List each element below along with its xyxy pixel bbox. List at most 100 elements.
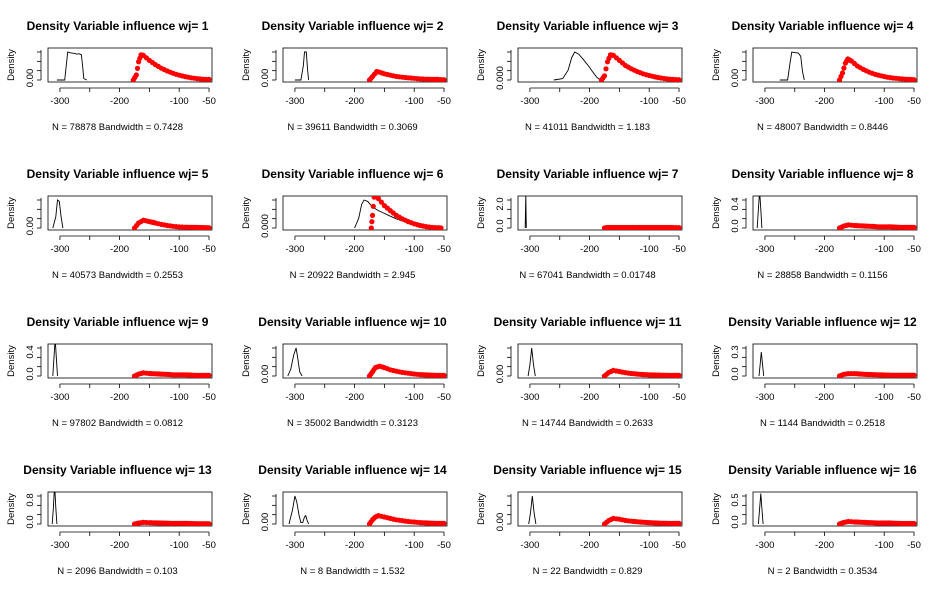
panel-title: Density Variable influence wj= 11: [494, 315, 682, 329]
plot-frame: [752, 343, 918, 379]
plot-frame: [752, 47, 918, 83]
y-axis-label: Density: [711, 493, 722, 525]
y-tick-label: 0.00: [495, 513, 506, 532]
panel-title: Density Variable influence wj= 15: [493, 463, 682, 477]
x-tick-label: -200: [580, 540, 599, 551]
x-tick-label: -300: [755, 392, 774, 403]
x-axis-label: N = 2096 Bandwidth = 0.103: [57, 566, 177, 577]
x-tick-label: -200: [110, 392, 129, 403]
y-tick-label: 0.000: [260, 214, 271, 238]
x-tick-label: -300: [520, 96, 539, 107]
x-tick-label: -200: [580, 96, 599, 107]
density-panel-5: Density Variable influence wj= 5 Density 0…: [0, 148, 235, 296]
x-axis-label: N = 48007 Bandwidth = 0.8446: [757, 122, 888, 133]
x-tick-label: -50: [202, 540, 216, 551]
red-density-point: [375, 196, 381, 202]
y-tick-label: 0.4: [730, 197, 741, 210]
density-panel-7: Density Variable influence wj= 7 Density 0…: [470, 148, 705, 296]
density-line-series: [779, 51, 805, 81]
y-tick-label: 0.3: [730, 345, 741, 358]
panel-title: Density Variable influence wj= 9: [27, 315, 209, 329]
density-line-series: [756, 196, 763, 229]
plot-frame: [47, 195, 213, 231]
red-density-point: [911, 520, 917, 526]
x-tick-label: -100: [875, 96, 894, 107]
x-axis-label: N = 22 Bandwidth = 0.829: [533, 566, 643, 577]
y-axis-label: Density: [241, 345, 252, 377]
panel-title: Density Variable influence wj= 5: [27, 167, 209, 181]
x-tick-label: -100: [640, 392, 659, 403]
panel-title: Density Variable influence wj= 2: [262, 19, 444, 33]
x-tick-label: -300: [755, 96, 774, 107]
density-panel-16: Density Variable influence wj= 16 Density…: [705, 444, 940, 592]
density-line-series: [757, 493, 764, 525]
y-axis-label: Density: [711, 49, 722, 81]
density-chart-svg: Density Variable influence wj= 14 Density…: [241, 463, 451, 577]
density-panel-8: Density Variable influence wj= 8 Density 0…: [705, 148, 940, 296]
x-tick-label: -200: [345, 96, 364, 107]
x-tick-label: -100: [875, 244, 894, 255]
y-tick-label: 0.0: [730, 367, 741, 380]
density-line-series: [527, 347, 536, 377]
density-panel-6: Density Variable influence wj= 6 Density 0…: [235, 148, 470, 296]
y-tick-label: 0.0: [730, 219, 741, 232]
red-density-point: [839, 70, 846, 76]
red-density-point: [676, 520, 682, 526]
plot-frame: [517, 343, 683, 379]
x-tick-label: -300: [50, 540, 69, 551]
x-tick-label: -50: [907, 540, 921, 551]
density-chart-svg: Density Variable influence wj= 15 Density…: [476, 463, 686, 577]
x-tick-label: -300: [50, 244, 69, 255]
y-axis-label: Density: [6, 493, 17, 525]
panel-title: Density Variable influence wj= 3: [497, 19, 679, 33]
panel-title: Density Variable influence wj= 1: [27, 19, 209, 33]
y-tick-label: 0.000: [495, 66, 506, 90]
x-tick-label: -50: [437, 96, 451, 107]
x-tick-label: -100: [875, 392, 894, 403]
density-chart-svg: Density Variable influence wj= 9 Density 0…: [6, 315, 216, 429]
x-tick-label: -100: [170, 392, 189, 403]
y-tick-label: 0.00: [25, 217, 36, 236]
plot-frame: [752, 491, 918, 527]
y-axis-label: Density: [241, 493, 252, 525]
y-axis-label: Density: [711, 197, 722, 229]
panel-title: Density Variable influence wj= 16: [728, 463, 917, 477]
density-chart-svg: Density Variable influence wj= 5 Density 0…: [6, 167, 216, 281]
x-tick-label: -50: [202, 392, 216, 403]
density-panel-12: Density Variable influence wj= 12 Density…: [705, 296, 940, 444]
density-panel-3: Density Variable influence wj= 3 Density 0…: [470, 0, 705, 148]
red-density-point: [206, 372, 212, 378]
x-tick-label: -100: [640, 540, 659, 551]
x-axis-label: N = 2 Bandwidth = 0.3534: [768, 566, 878, 577]
x-tick-label: -300: [285, 540, 304, 551]
x-tick-label: -200: [580, 244, 599, 255]
red-density-point: [676, 225, 682, 230]
red-density-point: [841, 65, 847, 71]
x-tick-label: -100: [405, 540, 424, 551]
density-panel-2: Density Variable influence wj= 2 Density 0…: [235, 0, 470, 148]
x-axis-label: N = 78878 Bandwidth = 0.7428: [52, 122, 183, 133]
density-chart-svg: Density Variable influence wj= 4 Density 0…: [711, 19, 921, 133]
y-axis-label: Density: [6, 345, 17, 377]
x-tick-label: -100: [640, 96, 659, 107]
plot-frame: [47, 47, 213, 83]
y-tick-label: 0.0: [730, 515, 741, 528]
x-tick-label: -50: [437, 540, 451, 551]
x-tick-label: -300: [755, 244, 774, 255]
x-tick-label: -50: [202, 96, 216, 107]
red-density-point: [134, 65, 141, 71]
x-tick-label: -100: [170, 96, 189, 107]
x-tick-label: -300: [520, 392, 539, 403]
density-chart-svg: Density Variable influence wj= 2 Density 0…: [241, 19, 451, 133]
y-axis-label: Density: [711, 345, 722, 377]
density-line-series: [52, 344, 58, 377]
density-line-series: [288, 495, 310, 525]
red-density-point: [369, 212, 376, 218]
density-line-series: [553, 51, 601, 81]
y-axis-label: Density: [6, 49, 17, 81]
x-tick-label: -100: [405, 244, 424, 255]
red-density-point: [441, 372, 447, 378]
x-tick-label: -300: [50, 96, 69, 107]
x-tick-label: -300: [285, 244, 304, 255]
x-tick-label: -300: [285, 96, 304, 107]
